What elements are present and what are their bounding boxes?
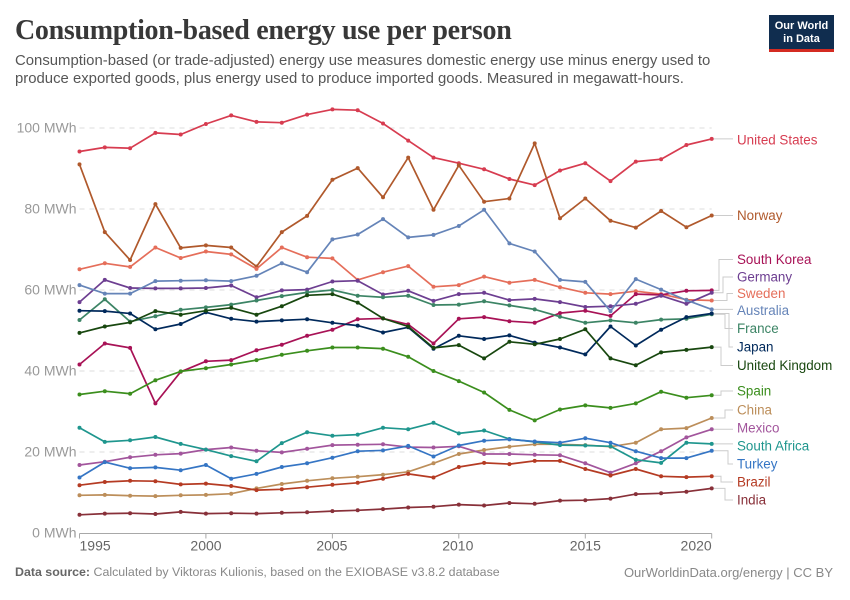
- svg-text:20 MWh: 20 MWh: [24, 444, 76, 460]
- svg-text:South Korea: South Korea: [737, 252, 812, 267]
- svg-text:Australia: Australia: [737, 303, 790, 318]
- svg-text:South Africa: South Africa: [737, 439, 810, 454]
- svg-text:1995: 1995: [80, 538, 111, 554]
- svg-text:2010: 2010: [442, 538, 473, 554]
- svg-text:France: France: [737, 321, 779, 336]
- svg-text:100 MWh: 100 MWh: [17, 120, 77, 136]
- svg-text:Sweden: Sweden: [737, 286, 785, 301]
- svg-text:60 MWh: 60 MWh: [24, 282, 76, 298]
- svg-text:Mexico: Mexico: [737, 421, 779, 436]
- svg-text:2005: 2005: [316, 538, 347, 554]
- svg-text:0 MWh: 0 MWh: [32, 525, 76, 541]
- svg-text:2015: 2015: [570, 538, 601, 554]
- svg-text:India: India: [737, 493, 767, 508]
- svg-text:Germany: Germany: [737, 270, 792, 285]
- svg-text:United States: United States: [737, 133, 818, 148]
- svg-text:Japan: Japan: [737, 340, 773, 355]
- svg-text:80 MWh: 80 MWh: [24, 201, 76, 217]
- svg-text:Norway: Norway: [737, 208, 783, 223]
- svg-text:2000: 2000: [190, 538, 221, 554]
- svg-text:Turkey: Turkey: [737, 457, 778, 472]
- svg-text:40 MWh: 40 MWh: [24, 363, 76, 379]
- svg-text:2020: 2020: [681, 538, 712, 554]
- svg-text:Spain: Spain: [737, 384, 771, 399]
- svg-text:Brazil: Brazil: [737, 475, 771, 490]
- svg-text:China: China: [737, 403, 773, 418]
- svg-text:United Kingdom: United Kingdom: [737, 358, 832, 373]
